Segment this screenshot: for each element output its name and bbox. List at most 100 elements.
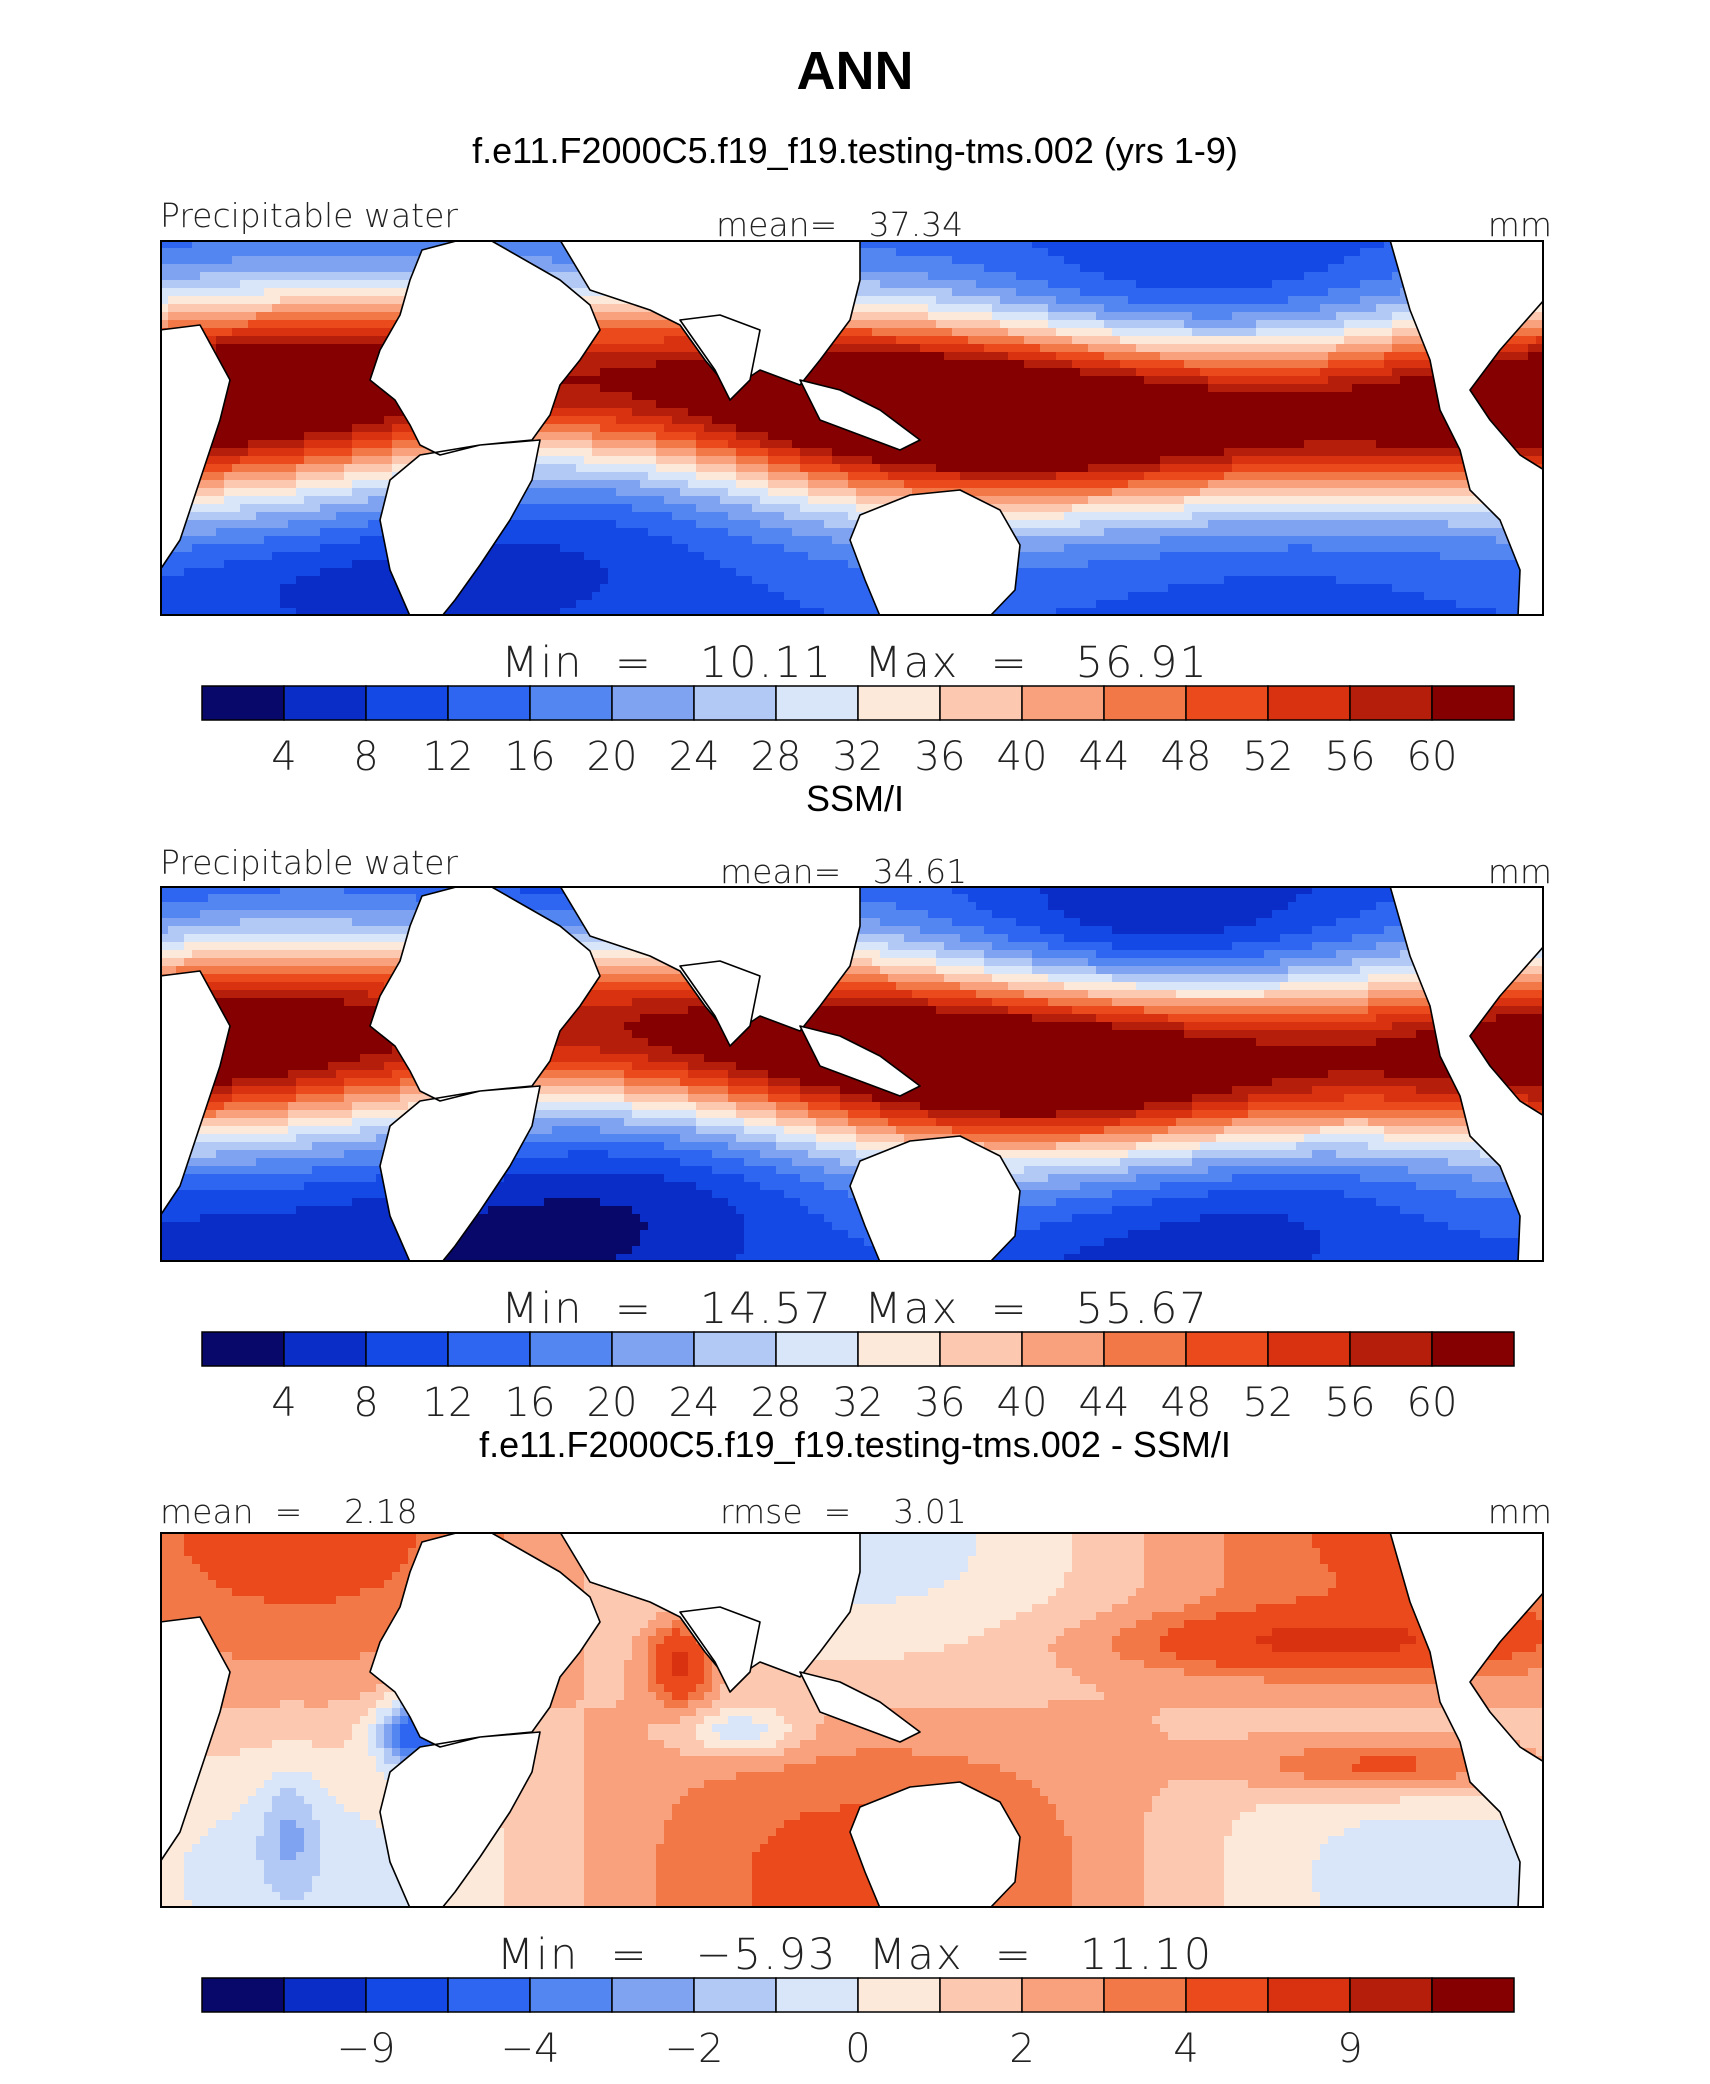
heatmap-cell [160, 1190, 400, 1198]
heatmap-cell [664, 496, 720, 504]
heatmap-cell [784, 1190, 848, 1198]
heatmap-cell [1192, 512, 1544, 520]
heatmap-cell [656, 1652, 672, 1660]
heatmap-cell [1336, 1150, 1480, 1158]
heatmap-cell [680, 1158, 744, 1166]
heatmap-cell [800, 1174, 856, 1182]
heatmap-cell [768, 1086, 800, 1094]
colorbar-swatch [1431, 685, 1515, 721]
heatmap-cell [1184, 1030, 1416, 1038]
heatmap-cell [224, 496, 304, 504]
heatmap-cell [976, 990, 1024, 998]
heatmap-cell [1136, 1620, 1184, 1628]
map-frame [160, 240, 1544, 616]
heatmap-cell [160, 1548, 184, 1556]
heatmap-cell [320, 1828, 392, 1836]
heatmap-cell [576, 1700, 616, 1708]
heatmap-cell [296, 1820, 320, 1828]
heatmap-cell [896, 902, 976, 910]
heatmap-cell [1344, 1118, 1368, 1126]
heatmap-cell [840, 1094, 872, 1102]
heatmap-cell [1168, 584, 1392, 592]
heatmap-cell [160, 272, 200, 280]
heatmap-cell [288, 1110, 352, 1118]
heatmap-cell [160, 1158, 256, 1166]
heatmap-cell [632, 1206, 736, 1214]
heatmap-cell [712, 1604, 1032, 1612]
heatmap-cell [216, 336, 408, 344]
heatmap-cell [664, 1828, 776, 1836]
heatmap-cell [768, 456, 800, 464]
heatmap-cell [784, 544, 896, 552]
heatmap-cell [1216, 1660, 1464, 1668]
colorbar-swatch [1349, 685, 1433, 721]
heatmap-cell [672, 1652, 688, 1660]
colorbar-tick-label: 4 [1173, 2026, 1198, 2072]
heatmap-cell [768, 1572, 960, 1580]
heatmap-cell [296, 480, 352, 488]
heatmap-cell [280, 1892, 304, 1900]
heatmap-cell [160, 1532, 184, 1540]
heatmap-cell [680, 1134, 736, 1142]
heatmap-cell [816, 304, 928, 312]
heatmap-cell [1352, 934, 1424, 942]
heatmap-cell [160, 950, 192, 958]
heatmap-cell [296, 1788, 328, 1796]
heatmap-cell [264, 1812, 312, 1820]
panel-1-units-label: mm [1487, 205, 1552, 244]
heatmap-cell [920, 926, 984, 934]
heatmap-cell [704, 1780, 1032, 1788]
heatmap-cell [160, 1214, 200, 1222]
heatmap-cell [816, 1142, 856, 1150]
heatmap-cell [584, 1852, 656, 1860]
heatmap-cell [1128, 480, 1208, 488]
heatmap-cell [800, 464, 840, 472]
heatmap-cell [1232, 1174, 1360, 1182]
heatmap-cell [936, 1006, 1008, 1014]
heatmap-cell [216, 1820, 264, 1828]
heatmap-cell [584, 1612, 656, 1620]
heatmap-cell [1056, 1660, 1144, 1668]
heatmap-cell [1104, 1238, 1320, 1246]
heatmap-cell [984, 1876, 1072, 1884]
heatmap-cell [160, 408, 424, 416]
heatmap-cell [1312, 926, 1384, 934]
heatmap-cell [664, 1174, 744, 1182]
heatmap-cell [760, 1732, 784, 1740]
heatmap-cell [168, 982, 384, 990]
heatmap-cell [1152, 1198, 1376, 1206]
heatmap-cell [1120, 1628, 1168, 1636]
heatmap-cell [160, 886, 280, 894]
heatmap-cell [1192, 312, 1232, 320]
heatmap-cell [704, 1716, 728, 1724]
heatmap-cell [1032, 966, 1096, 974]
colorbar-swatch [365, 1331, 449, 1367]
heatmap-cell [560, 544, 688, 552]
heatmap-cell [824, 1716, 1152, 1724]
heatmap-cell [1344, 336, 1392, 344]
heatmap-cell [1128, 296, 1288, 304]
heatmap-cell [1256, 1604, 1520, 1612]
heatmap-cell [728, 1086, 768, 1094]
heatmap-cell [768, 464, 800, 472]
colorbar-swatch [1431, 1977, 1515, 2013]
heatmap-cell [160, 1628, 456, 1636]
heatmap-cell [1480, 344, 1528, 352]
heatmap-cell [1424, 592, 1544, 600]
coastline [1389, 1532, 1544, 1908]
heatmap-cell [432, 304, 816, 312]
heatmap-cell [1208, 384, 1352, 392]
heatmap-cell [584, 456, 656, 464]
heatmap-cell [184, 1868, 264, 1876]
heatmap-cell [648, 1684, 664, 1692]
colorbar-tick-label: 40 [997, 734, 1048, 780]
heatmap-cell [744, 1174, 800, 1182]
heatmap-cell [1192, 1102, 1248, 1110]
heatmap-cell [760, 520, 824, 528]
heatmap-cell [160, 1620, 464, 1628]
heatmap-cell [1072, 1844, 1144, 1852]
heatmap-cell [1312, 1876, 1544, 1884]
heatmap-cell [1144, 1828, 1232, 1836]
heatmap-cell [1464, 1660, 1544, 1668]
heatmap-cell [992, 304, 1048, 312]
